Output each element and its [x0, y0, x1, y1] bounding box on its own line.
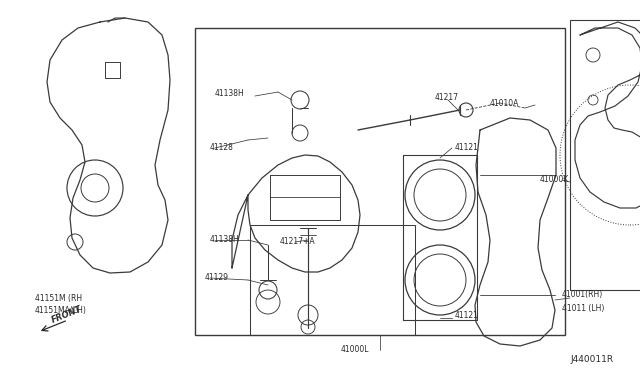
- Text: 41151M (RH: 41151M (RH: [35, 294, 82, 302]
- Text: 41129: 41129: [205, 273, 229, 282]
- Text: 41151MA(LH): 41151MA(LH): [35, 305, 87, 314]
- Text: 41121: 41121: [455, 311, 479, 320]
- Bar: [195, 28, 565, 335]
- Text: 41001(RH): 41001(RH): [562, 291, 604, 299]
- Text: 41000K: 41000K: [540, 176, 569, 185]
- Bar: [250, 225, 415, 335]
- Text: 41000L: 41000L: [340, 346, 369, 355]
- Text: 41010A: 41010A: [490, 99, 520, 108]
- Bar: [570, 20, 640, 290]
- Text: 41011 (LH): 41011 (LH): [562, 304, 604, 312]
- Text: 41138H: 41138H: [215, 89, 244, 97]
- Text: FRONT: FRONT: [50, 305, 83, 325]
- Text: 41128: 41128: [210, 144, 234, 153]
- Text: 41138H: 41138H: [210, 235, 240, 244]
- Text: 41121: 41121: [455, 144, 479, 153]
- Text: 41217+A: 41217+A: [280, 237, 316, 247]
- Text: 41217: 41217: [435, 93, 459, 103]
- Text: J440011R: J440011R: [570, 356, 613, 365]
